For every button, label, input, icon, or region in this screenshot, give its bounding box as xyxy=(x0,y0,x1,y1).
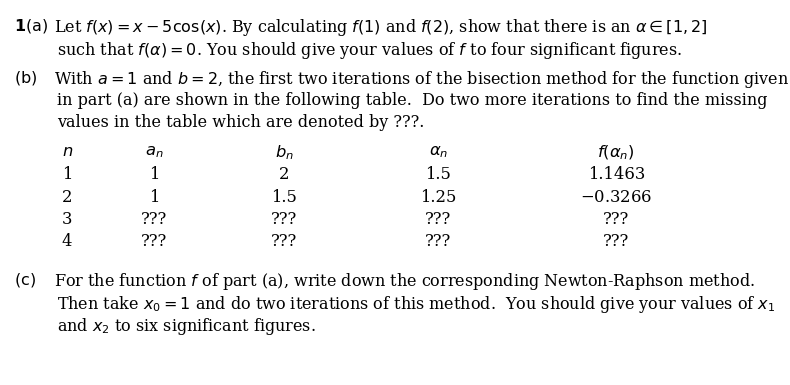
Text: Let $f(x) = x - 5\cos(x)$. By calculating $f(1)$ and $f(2)$, show that there is : Let $f(x) = x - 5\cos(x)$. By calculatin… xyxy=(54,17,707,38)
Text: 1.1463: 1.1463 xyxy=(588,166,645,183)
Text: values in the table which are denoted by ???.: values in the table which are denoted by… xyxy=(57,114,424,131)
Text: 1.5: 1.5 xyxy=(426,166,451,183)
Text: $b_n$: $b_n$ xyxy=(275,143,294,162)
Text: $f(\alpha_n)$: $f(\alpha_n)$ xyxy=(597,143,635,162)
Text: ???: ??? xyxy=(141,233,167,250)
Text: ???: ??? xyxy=(603,233,630,250)
Text: $-$0.3266: $-$0.3266 xyxy=(581,189,652,206)
Text: ???: ??? xyxy=(603,211,630,228)
Text: $\mathrm{(b)}$: $\mathrm{(b)}$ xyxy=(14,69,37,87)
Text: 1: 1 xyxy=(62,166,73,183)
Text: $a_n$: $a_n$ xyxy=(145,143,164,160)
Text: $\alpha_n$: $\alpha_n$ xyxy=(429,143,448,160)
Text: For the function $f$ of part (a), write down the corresponding Newton-Raphson me: For the function $f$ of part (a), write … xyxy=(54,271,754,293)
Text: 3: 3 xyxy=(62,211,73,228)
Text: 4: 4 xyxy=(62,233,73,250)
Text: $n$: $n$ xyxy=(62,143,73,160)
Text: 1.5: 1.5 xyxy=(272,189,297,206)
Text: such that $f(\alpha) = 0$. You should give your values of $f$ to four significan: such that $f(\alpha) = 0$. You should gi… xyxy=(57,40,682,61)
Text: ???: ??? xyxy=(425,233,452,250)
Text: ???: ??? xyxy=(271,211,298,228)
Text: $\mathrm{(c)}$: $\mathrm{(c)}$ xyxy=(14,271,36,290)
Text: and $x_2$ to six significant figures.: and $x_2$ to six significant figures. xyxy=(57,316,316,338)
Text: With $a = 1$ and $b = 2$, the first two iterations of the bisection method for t: With $a = 1$ and $b = 2$, the first two … xyxy=(54,69,789,90)
Text: 1.25: 1.25 xyxy=(420,189,457,206)
Text: 1: 1 xyxy=(149,166,160,183)
Text: ???: ??? xyxy=(425,211,452,228)
Text: in part (a) are shown in the following table.  Do two more iterations to find th: in part (a) are shown in the following t… xyxy=(57,92,767,109)
Text: ???: ??? xyxy=(141,211,167,228)
Text: ???: ??? xyxy=(271,233,298,250)
Text: $\mathbf{1}$$\mathrm{(a)}$: $\mathbf{1}$$\mathrm{(a)}$ xyxy=(14,17,48,35)
Text: 2: 2 xyxy=(62,189,73,206)
Text: 1: 1 xyxy=(149,189,160,206)
Text: 2: 2 xyxy=(279,166,290,183)
Text: Then take $x_0 = 1$ and do two iterations of this method.  You should give your : Then take $x_0 = 1$ and do two iteration… xyxy=(57,294,775,315)
